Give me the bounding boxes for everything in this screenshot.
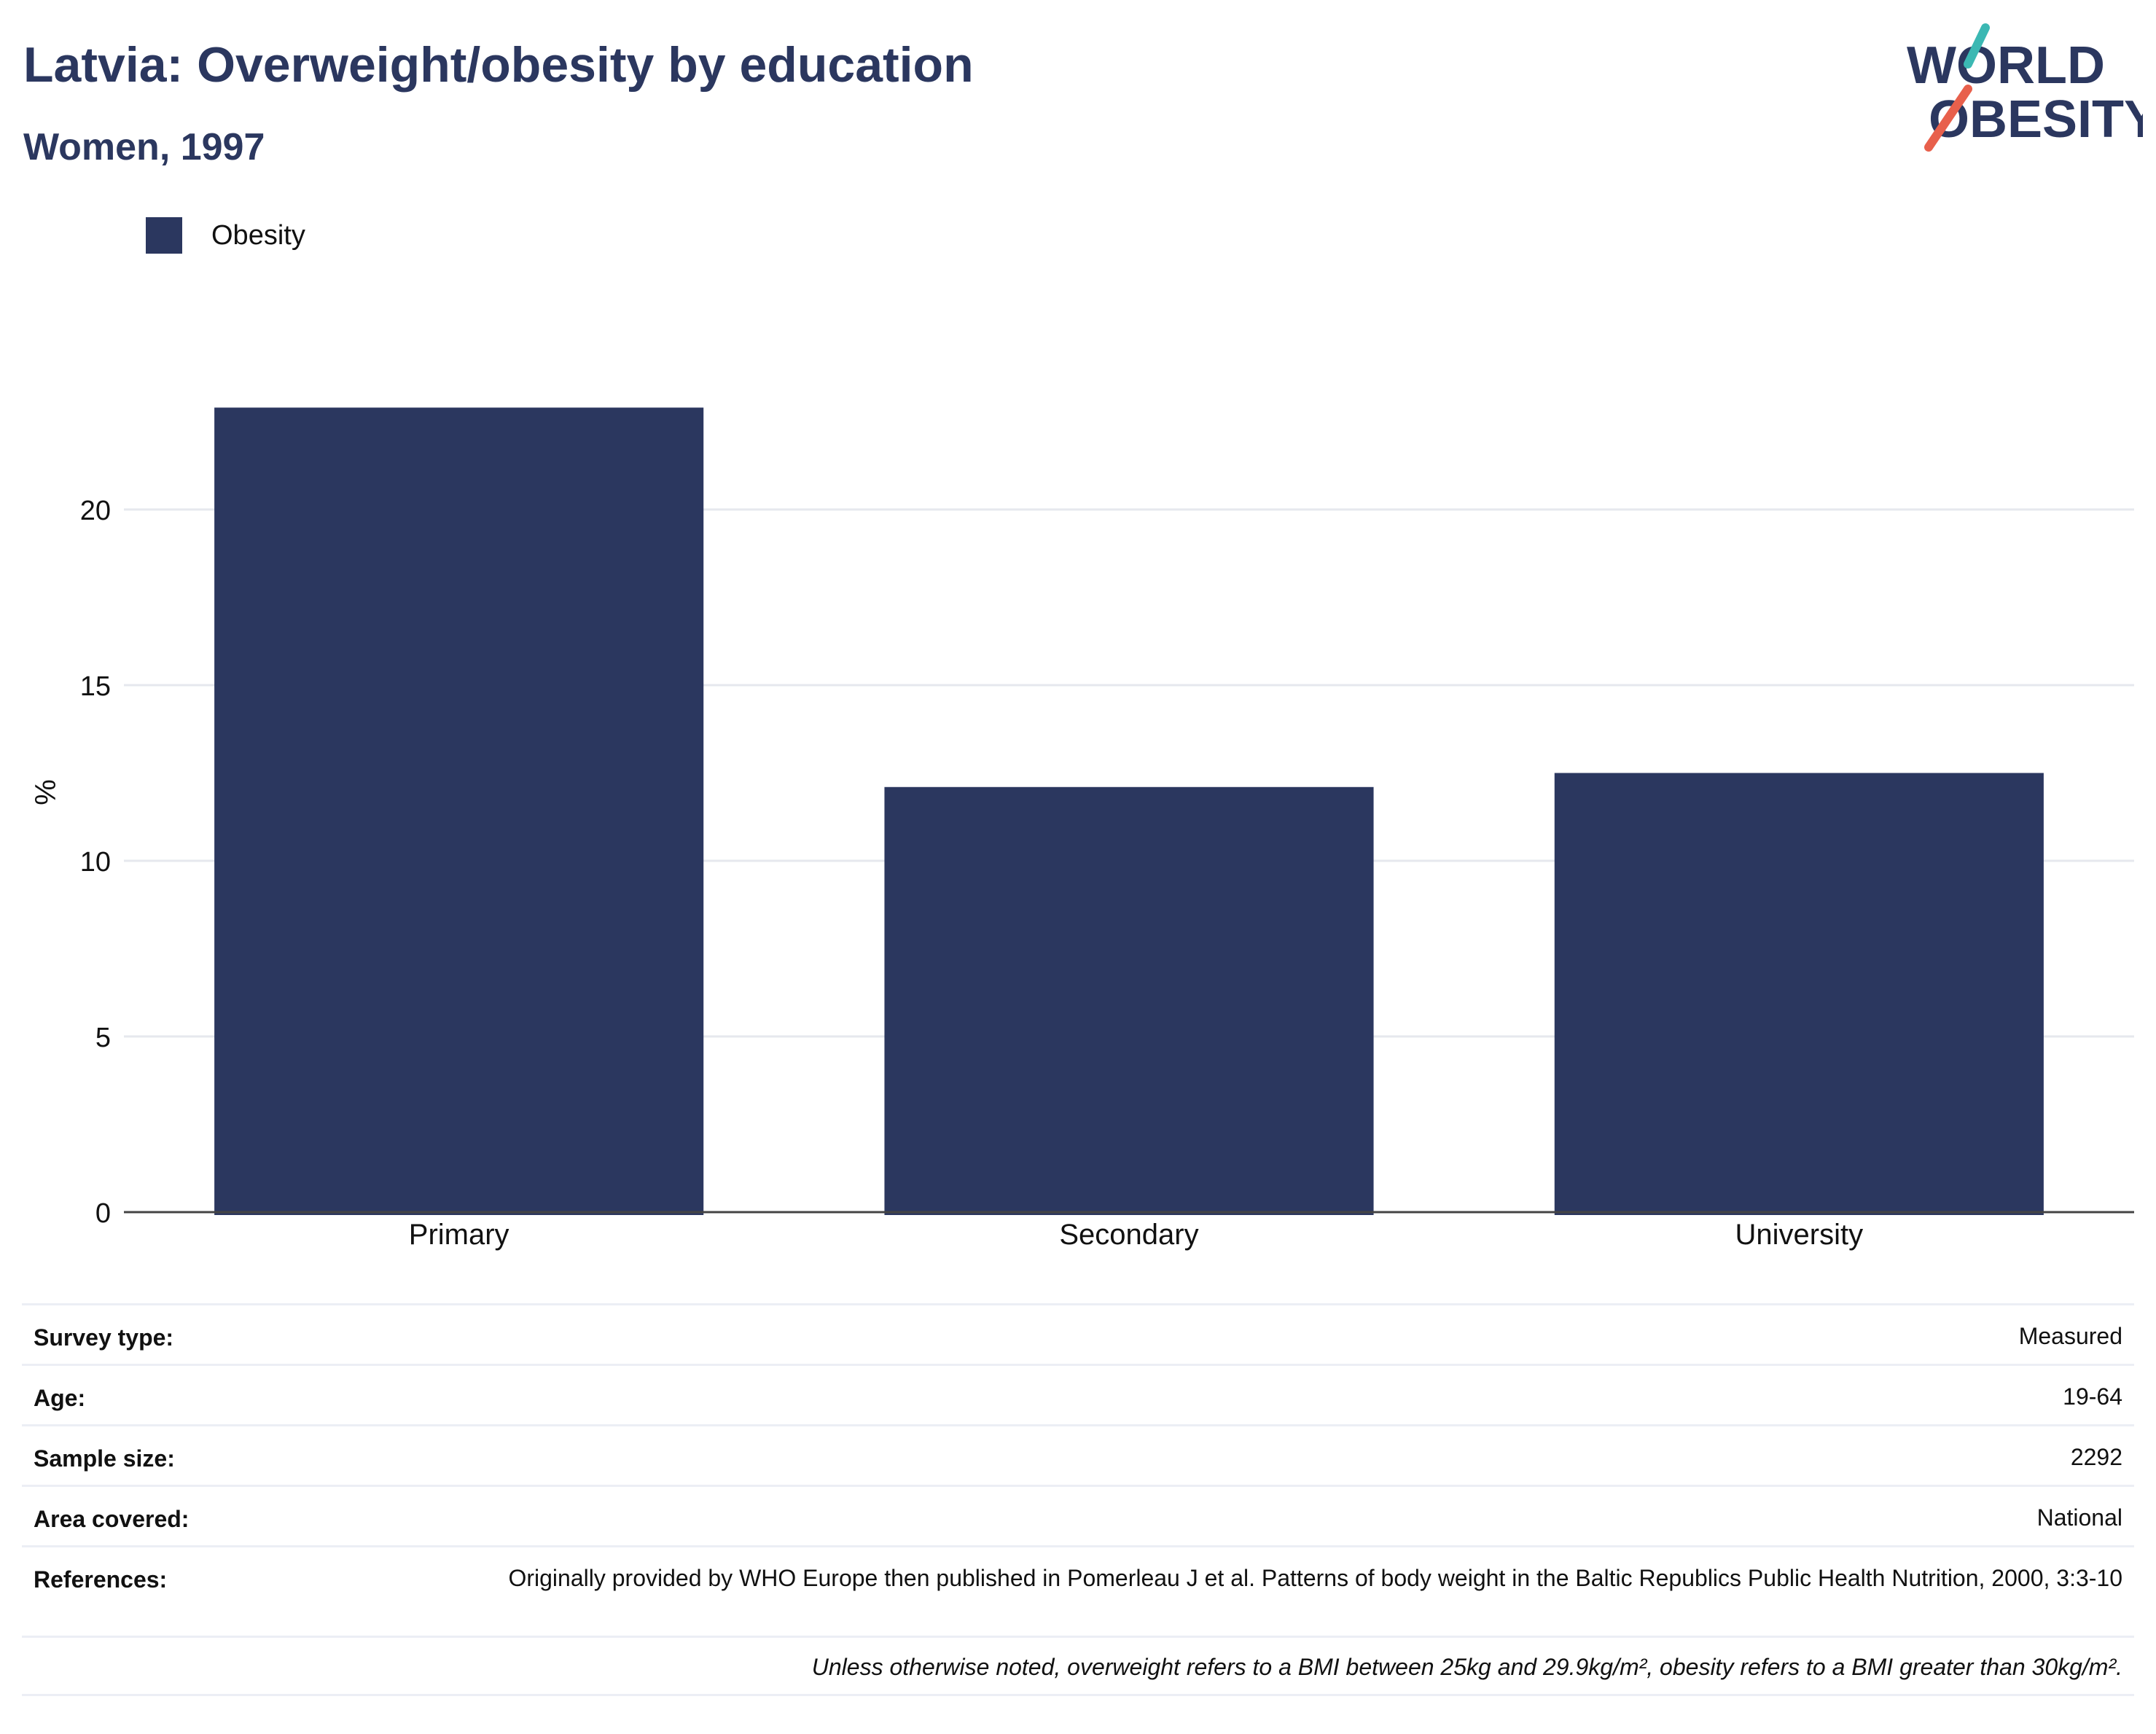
chart-title: Latvia: Overweight/obesity by education: [23, 37, 974, 93]
logo-line1: WORLD: [1907, 36, 2105, 95]
meta-value: National: [2036, 1504, 2122, 1531]
meta-value: 2292: [2070, 1444, 2122, 1470]
meta-label: References:: [34, 1566, 168, 1593]
logo-slash-top: [1964, 23, 1990, 69]
legend-swatch-obesity: [146, 217, 182, 254]
bars: [214, 407, 2044, 1215]
world-obesity-logo: WORLD OBESITY: [1907, 23, 2143, 152]
meta-row-survey-type: Survey type: Measured: [22, 1303, 2134, 1364]
y-axis-title: %: [30, 779, 62, 805]
y-tick-label: 10: [80, 847, 111, 878]
y-tick-label: 20: [80, 496, 111, 526]
meta-row-age: Age: 19-64: [22, 1364, 2134, 1424]
meta-label: Sample size:: [34, 1445, 175, 1472]
legend: Obesity: [146, 217, 305, 254]
meta-value: Measured: [2018, 1323, 2122, 1349]
meta-row-references: References: Originally provided by WHO E…: [22, 1545, 2134, 1636]
x-tick-label: Secondary: [1059, 1219, 1198, 1251]
meta-value: 19-64: [2063, 1383, 2122, 1410]
bar-secondary: [884, 786, 1374, 1215]
y-tick-label: 5: [95, 1023, 111, 1053]
bmi-definition-note: Unless otherwise noted, overweight refer…: [811, 1654, 2122, 1680]
bar-primary: [214, 407, 704, 1215]
legend-label-obesity: Obesity: [211, 219, 305, 251]
references-text: Originally provided by WHO Europe then p…: [508, 1565, 2122, 1591]
bar-university: [1554, 773, 2044, 1215]
meta-label: Area covered:: [34, 1506, 190, 1532]
bar-chart: 0 5 10 15 20 Primary Secondary University %: [30, 407, 2134, 1251]
y-tick-label: 0: [95, 1198, 111, 1229]
y-tick-label: 15: [80, 671, 111, 702]
survey-metadata: Survey type: Measured Age: 19-64 Sample …: [22, 1303, 2134, 1696]
x-tick-label: University: [1735, 1219, 1864, 1251]
x-tick-label: Primary: [409, 1219, 509, 1251]
meta-label: Age:: [34, 1385, 86, 1411]
meta-row-area-covered: Area covered: National: [22, 1485, 2134, 1545]
bmi-note-row: Unless otherwise noted, overweight refer…: [22, 1636, 2134, 1696]
y-tick-labels: 0 5 10 15 20: [80, 496, 111, 1229]
x-tick-labels: Primary Secondary University: [409, 1219, 1863, 1251]
meta-label: Survey type:: [34, 1324, 174, 1351]
meta-row-sample-size: Sample size: 2292: [22, 1424, 2134, 1485]
logo-slash-bottom: [1924, 85, 1972, 152]
chart-subtitle: Women, 1997: [23, 126, 265, 168]
